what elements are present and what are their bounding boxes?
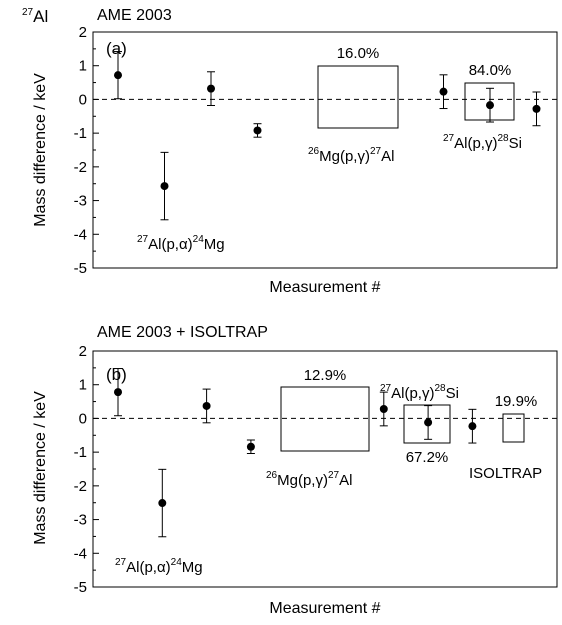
panel-a-ytick-label: -5 [74,260,87,277]
panel-a-data-point [160,182,169,191]
panel-b-data-point [158,499,167,508]
panel-a-ytick-label: -4 [74,226,87,243]
corner-label: 27Al [22,7,48,26]
panel-a-ytick-label: 2 [79,24,87,41]
panel-b-data-point [246,442,255,451]
panel-b: AME 2003 + ISOLTRAP (b) Mass difference … [32,324,558,617]
panel-b-ytick-label: 0 [79,410,87,427]
panel-b-data-point [114,388,122,397]
panel-a-data-point [439,87,448,96]
panel-b-ylabel: Mass difference / keV [32,391,49,545]
panel-b-ytick-label: -1 [74,444,87,461]
panel-b-weight-isoltrap: 19.9% [495,393,538,410]
panel-b-label-al27pg: 27Al(p,γ)28Si [380,383,459,402]
panel-a-title: AME 2003 [97,7,172,24]
panel-b-ytick-label: 2 [79,343,87,360]
panel-a-data-point [207,84,215,93]
panel-a-ytick-label: -3 [74,193,87,210]
panel-b-weight-mg26: 12.9% [304,367,347,384]
panel-b-data-point [468,422,477,431]
panel-b-label-mg26pg: 26Mg(p,γ)27Al [266,470,352,489]
panel-a-ytick-label: 1 [79,58,87,75]
panel-a-box-mg26 [317,65,399,129]
panel-a-data-point [114,71,122,80]
panel-b-box-isoltrap [502,413,525,443]
panel-a-ytick-label: -2 [74,159,87,176]
panel-a-data-point [253,126,262,135]
panel-b-y-ticks: 2 1 0 -1 -2 -3 -4 -5 [74,343,99,596]
panel-b-ytick-label: -4 [74,545,87,562]
panel-a-ylabel: Mass difference / keV [32,73,49,227]
panel-b-weight-si28: 67.2% [406,449,449,466]
panel-a: AME 2003 (a) Mass difference / keV Measu… [32,7,558,296]
panel-a-y-ticks: 2 1 0 -1 -2 -3 -4 -5 [74,24,99,277]
panel-b-box-si28 [403,404,451,444]
panel-a-data-point [486,101,494,110]
panel-b-label-isoltrap: ISOLTRAP [469,465,542,482]
panel-a-label-al27pg: 27Al(p,γ)28Si [443,133,522,152]
panel-b-label-al27pa: 27Al(p,α)24Mg [115,557,203,576]
panel-b-data-point [379,404,388,413]
panel-b-title: AME 2003 + ISOLTRAP [97,324,268,341]
panel-a-label-mg26pg: 26Mg(p,γ)27Al [308,146,394,165]
panel-b-data-point [424,418,433,427]
panel-a-weight-mg26: 16.0% [337,45,380,62]
panel-a-weight-si28: 84.0% [469,62,512,79]
panel-b-ytick-label: 1 [79,377,87,394]
panel-b-marks [93,368,557,538]
panel-b-ytick-label: -3 [74,512,87,529]
panel-a-ytick-label: -1 [74,125,87,142]
panel-a-box-si28 [464,82,515,121]
panel-b-ytick-label: -5 [74,579,87,596]
panel-a-ytick-label: 0 [79,91,87,108]
panel-a-label: (a) [106,39,127,58]
panel-b-data-point [202,401,211,410]
panel-b-label: (b) [106,365,127,384]
panel-b-xlabel: Measurement # [269,600,380,617]
panel-a-marks [93,51,557,221]
panel-a-xlabel: Measurement # [269,279,380,296]
panel-a-data-point [532,104,541,113]
panel-a-label-al27pa: 27Al(p,α)24Mg [137,234,225,253]
panel-b-box-mg26 [280,386,370,452]
panel-b-ytick-label: -2 [74,478,87,495]
